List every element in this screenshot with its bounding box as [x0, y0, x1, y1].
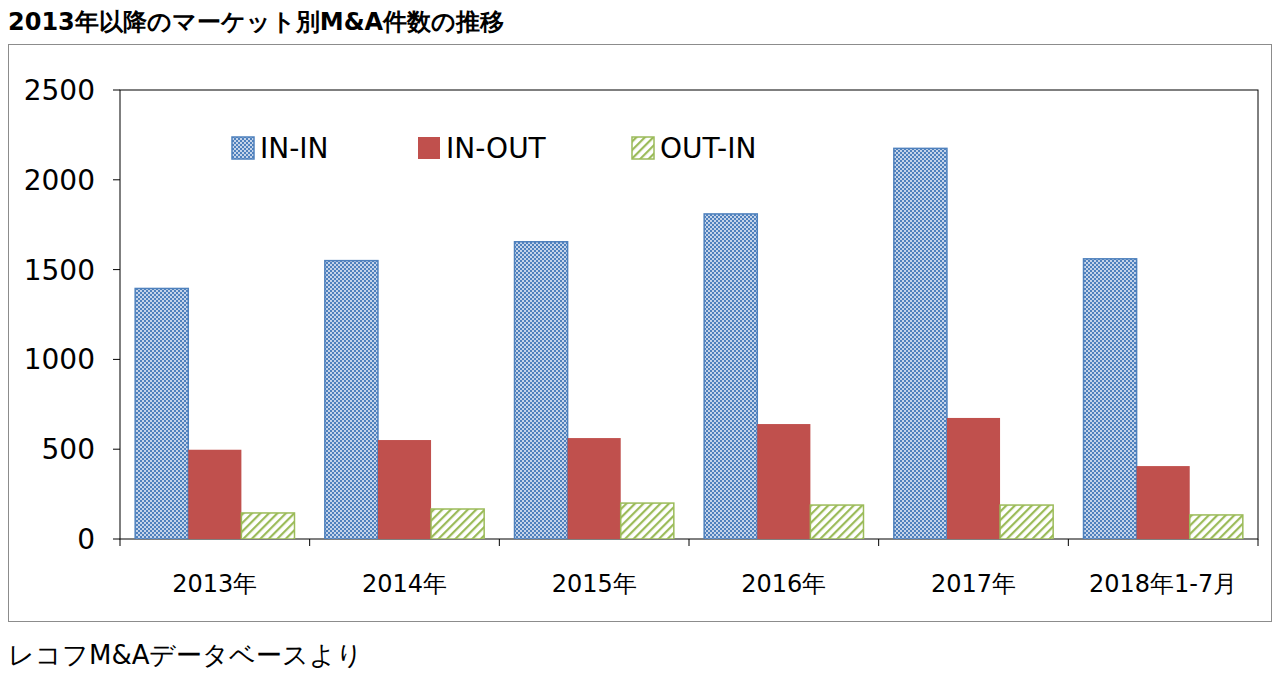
chart-svg: 2013年以降のマーケット別M&A件数の推移 0 500 1000 1500 2000 25… [0, 0, 1280, 674]
bar [188, 450, 241, 539]
x-tick-label: 2017年 [931, 570, 1016, 598]
x-tick [120, 539, 121, 546]
bar [947, 418, 1000, 539]
x-tick [1068, 539, 1069, 546]
bar [1137, 466, 1190, 539]
bar [135, 288, 188, 539]
x-tick-label: 2013年 [172, 570, 257, 598]
bars [135, 148, 1243, 539]
y-tick [113, 539, 120, 540]
x-tick-label: 2016年 [741, 570, 826, 598]
x-tick-label: 2018年1-7月 [1089, 570, 1237, 598]
y-tick-label: 1500 [24, 254, 95, 287]
bar [1190, 515, 1243, 539]
y-tick [113, 90, 120, 91]
plot-frame [120, 90, 1258, 539]
y-tick-label: 0 [77, 523, 95, 556]
bar [378, 440, 431, 539]
legend-swatch [418, 137, 440, 159]
bar [810, 505, 863, 539]
x-tick [689, 539, 690, 546]
y-tick [113, 359, 120, 360]
legend-label: OUT-IN [660, 132, 756, 165]
legend-swatch [232, 137, 254, 159]
bar [621, 503, 674, 539]
bar [431, 509, 484, 539]
x-tick [309, 539, 310, 546]
y-tick-label: 1000 [24, 343, 95, 376]
y-tick-label: 500 [42, 433, 95, 466]
annotation: レコフM&Aデータベースより [8, 640, 364, 670]
x-tick [499, 539, 500, 546]
legend-label: IN-OUT [446, 132, 547, 165]
bar [704, 214, 757, 539]
y-tick [113, 179, 120, 180]
legend-swatch [632, 137, 654, 159]
y-tick [113, 269, 120, 270]
y-tick [113, 449, 120, 450]
bar [568, 438, 621, 539]
chart-frame [9, 45, 1272, 622]
y-tick-label: 2500 [24, 74, 95, 107]
bar [894, 148, 947, 539]
legend-label: IN-IN [260, 132, 329, 165]
chart-container: 2013年以降のマーケット別M&A件数の推移 0 500 1000 1500 2000 25… [0, 0, 1280, 674]
bar [1000, 505, 1053, 539]
x-tick [1258, 539, 1259, 546]
x-tick-label: 2015年 [552, 570, 637, 598]
bar [757, 424, 810, 539]
x-tick [878, 539, 879, 546]
bar [515, 242, 568, 539]
x-tick-label: 2014年 [362, 570, 447, 598]
bar [241, 513, 294, 539]
legend: IN-IN IN-OUT OUT-IN [232, 132, 756, 165]
bar [325, 261, 378, 539]
bar [1084, 259, 1137, 539]
title: 2013年以降のマーケット別M&A件数の推移 [8, 8, 504, 36]
y-tick-label: 2000 [24, 164, 95, 197]
